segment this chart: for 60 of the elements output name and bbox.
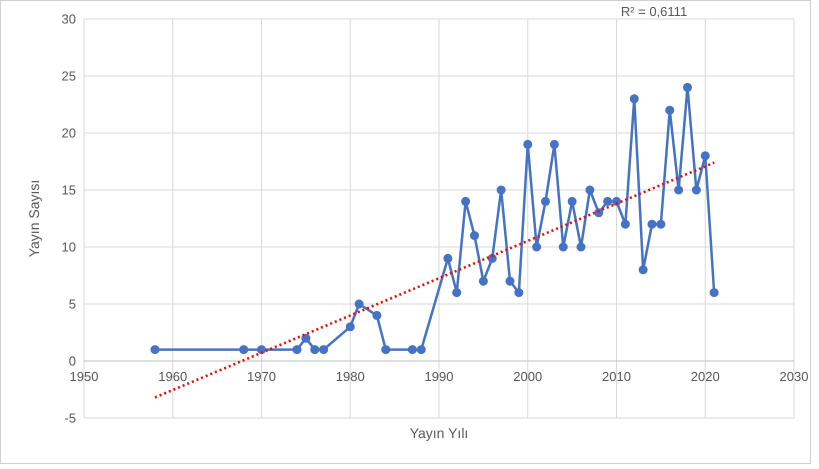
point <box>354 300 364 308</box>
x-axis-title: Yayın Yılı <box>410 425 468 441</box>
point <box>301 334 310 343</box>
point <box>620 220 630 229</box>
point <box>461 196 470 206</box>
point <box>523 140 532 149</box>
point <box>603 196 612 206</box>
point <box>585 186 594 194</box>
point <box>558 242 568 252</box>
y-axis-title: Yayın Sayısı <box>26 180 42 258</box>
y-tick-label: -5 <box>64 410 76 426</box>
x-tick-label: 1950 <box>70 369 98 384</box>
point <box>710 288 719 298</box>
y-tick-label: 25 <box>62 68 76 84</box>
point <box>496 186 506 194</box>
point <box>638 265 648 274</box>
point <box>239 345 248 354</box>
point <box>310 345 320 354</box>
x-tick-label: 2010 <box>602 369 631 384</box>
point <box>408 345 417 354</box>
point <box>665 106 674 115</box>
y-tick-label: 5 <box>68 296 76 312</box>
point <box>630 94 639 104</box>
point <box>416 345 426 354</box>
x-tick-label: 1990 <box>424 369 454 384</box>
x-tick-label: 1960 <box>158 369 188 384</box>
y-tick-label: 20 <box>62 126 76 141</box>
x-tick-label: 1980 <box>336 369 365 384</box>
point <box>452 288 462 298</box>
point <box>443 254 452 263</box>
point <box>700 151 710 160</box>
y-tick-label: 10 <box>62 240 76 255</box>
point <box>478 276 488 286</box>
point <box>514 288 524 298</box>
point <box>470 231 479 240</box>
x-tick-label: 2030 <box>780 369 808 384</box>
point <box>576 242 586 252</box>
y-tick-label: 30 <box>62 12 76 27</box>
point <box>648 220 656 229</box>
point <box>568 196 577 206</box>
x-tick-label: 1970 <box>247 369 276 384</box>
point <box>550 140 559 149</box>
y-tick-label: 15 <box>62 182 76 198</box>
point <box>346 322 355 332</box>
point <box>292 345 302 354</box>
y-tick-label: 0 <box>68 354 76 369</box>
point <box>150 345 160 354</box>
x-tick-label: 2000 <box>513 369 542 384</box>
point <box>674 186 684 194</box>
point <box>506 276 514 286</box>
point <box>541 196 550 206</box>
annotation: R² = 0,6111 <box>620 4 688 19</box>
point <box>656 220 666 229</box>
x-tick-label: 2020 <box>690 369 720 384</box>
point <box>372 310 382 320</box>
point <box>381 345 390 354</box>
point <box>319 345 328 354</box>
point <box>683 82 692 92</box>
point <box>532 242 542 252</box>
point <box>692 186 701 194</box>
